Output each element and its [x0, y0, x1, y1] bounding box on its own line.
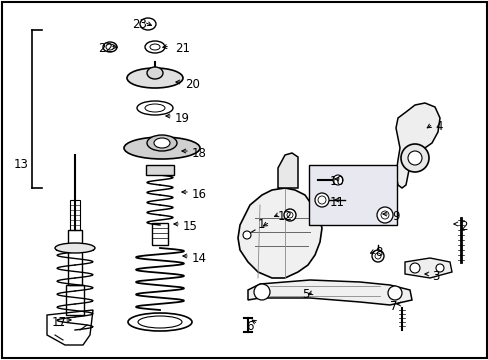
Ellipse shape [128, 313, 192, 331]
Circle shape [284, 209, 295, 221]
Text: 15: 15 [183, 220, 198, 233]
Ellipse shape [127, 68, 183, 88]
Text: 22: 22 [98, 42, 113, 55]
Text: 16: 16 [192, 188, 206, 201]
Ellipse shape [140, 18, 156, 30]
Circle shape [435, 264, 443, 272]
Text: 9: 9 [391, 210, 399, 223]
Text: 17: 17 [52, 316, 67, 329]
Ellipse shape [124, 137, 200, 159]
Text: 12: 12 [278, 210, 292, 223]
Circle shape [380, 211, 388, 219]
Polygon shape [247, 280, 411, 305]
Polygon shape [238, 188, 321, 278]
Bar [68, 230, 82, 285]
Circle shape [409, 263, 419, 273]
Text: 21: 21 [175, 42, 190, 55]
Text: 14: 14 [192, 252, 206, 265]
Ellipse shape [147, 135, 177, 151]
Text: 3: 3 [431, 270, 439, 283]
Circle shape [253, 284, 269, 300]
Text: 4: 4 [434, 120, 442, 133]
Polygon shape [278, 153, 297, 188]
Bar [70, 200, 80, 230]
Text: 18: 18 [192, 147, 206, 160]
Ellipse shape [106, 44, 114, 50]
Bar [66, 285, 84, 315]
Polygon shape [404, 258, 451, 278]
Text: 10: 10 [329, 175, 344, 188]
Ellipse shape [138, 316, 182, 328]
Circle shape [243, 231, 250, 239]
Ellipse shape [147, 67, 163, 79]
Text: 8: 8 [374, 246, 382, 259]
Bar [308, 165, 396, 225]
Circle shape [332, 175, 342, 185]
Ellipse shape [145, 41, 164, 53]
Circle shape [286, 212, 292, 218]
Circle shape [371, 250, 383, 262]
Circle shape [374, 253, 380, 259]
Text: 2: 2 [459, 220, 467, 233]
Circle shape [387, 286, 401, 300]
Text: 5: 5 [302, 288, 309, 301]
Text: 7: 7 [389, 300, 397, 313]
Text: 6: 6 [245, 320, 253, 333]
Ellipse shape [145, 104, 164, 112]
Text: 11: 11 [329, 196, 345, 209]
Bar [146, 165, 174, 175]
Text: 19: 19 [175, 112, 190, 125]
Text: 13: 13 [14, 158, 29, 171]
Ellipse shape [55, 243, 95, 253]
Text: 20: 20 [184, 78, 200, 91]
Circle shape [317, 196, 325, 204]
Circle shape [407, 151, 421, 165]
Circle shape [314, 193, 328, 207]
Polygon shape [395, 103, 439, 188]
Ellipse shape [137, 101, 173, 115]
Circle shape [376, 207, 392, 223]
Bar [152, 223, 168, 245]
Ellipse shape [154, 138, 170, 148]
Ellipse shape [150, 44, 160, 50]
Text: 23: 23 [132, 18, 146, 31]
Circle shape [400, 144, 428, 172]
Ellipse shape [103, 42, 117, 52]
Text: 1: 1 [258, 218, 265, 231]
